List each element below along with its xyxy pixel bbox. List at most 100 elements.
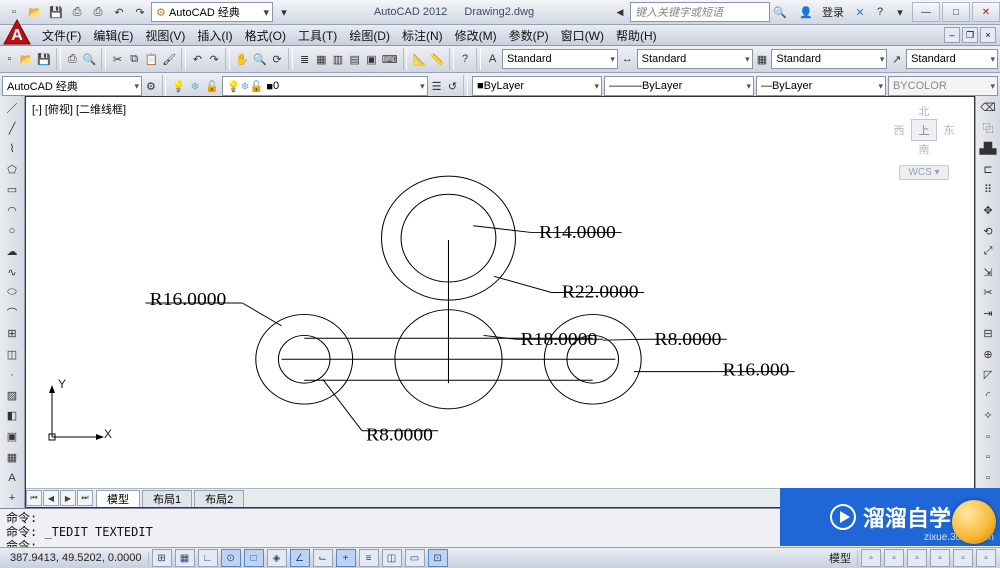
tab-layout2[interactable]: 布局2: [194, 490, 244, 507]
search-input[interactable]: 键入关键字或短语: [630, 2, 770, 22]
arrow-left-icon[interactable]: ◀: [610, 2, 630, 22]
offset-icon[interactable]: ⊏: [977, 160, 999, 180]
vc-west[interactable]: 西: [889, 122, 909, 138]
lwt-button[interactable]: ≡: [359, 549, 379, 567]
table2-icon[interactable]: ▦: [1, 447, 23, 467]
ws-settings-icon[interactable]: ⚙: [144, 76, 158, 96]
tab-prev-icon[interactable]: ◀: [43, 490, 59, 506]
tab-next-icon[interactable]: ▶: [60, 490, 76, 506]
viewcube[interactable]: 北 西 上 东 南 WCS ▾: [884, 103, 964, 180]
menu-dim[interactable]: 标注(N): [396, 27, 449, 44]
minimize-button[interactable]: —: [912, 2, 940, 22]
mod18-icon[interactable]: ▫: [977, 447, 999, 467]
calc-icon[interactable]: ⌨: [381, 49, 399, 69]
markup-icon[interactable]: ▣: [364, 49, 379, 69]
layer-icon[interactable]: 💡: [170, 76, 186, 96]
join-icon[interactable]: ⊕: [977, 345, 999, 365]
exchange-icon[interactable]: ✕: [850, 2, 870, 22]
workspace2-dropdown[interactable]: AutoCAD 经典: [2, 76, 142, 96]
search-icon[interactable]: 🔍: [770, 2, 790, 22]
help-more-icon[interactable]: ▾: [890, 2, 910, 22]
mdi-min-button[interactable]: –: [944, 27, 960, 43]
chamfer-icon[interactable]: ◸: [977, 365, 999, 385]
copy-icon[interactable]: ⧉: [127, 49, 142, 69]
3dosnap-button[interactable]: ◈: [267, 549, 287, 567]
sc-button[interactable]: ⊡: [428, 549, 448, 567]
line-icon[interactable]: ／: [1, 98, 23, 118]
props-icon[interactable]: ≣: [297, 49, 312, 69]
menu-tools[interactable]: 工具(T): [292, 27, 343, 44]
mod17-icon[interactable]: ▫: [977, 427, 999, 447]
hatch-icon[interactable]: ▨: [1, 386, 23, 406]
otrack-button[interactable]: ∠: [290, 549, 310, 567]
layer-dropdown[interactable]: 💡❄🔓 ■ 0: [222, 76, 428, 96]
scale-icon[interactable]: ⤢: [977, 242, 999, 262]
table-icon[interactable]: ▦: [755, 49, 770, 69]
color-dropdown[interactable]: ■ ByLayer: [472, 76, 602, 96]
measure2-icon[interactable]: 📏: [429, 49, 445, 69]
tab-model[interactable]: 模型: [96, 490, 140, 507]
sb-r4-icon[interactable]: ▫: [930, 549, 950, 567]
move-icon[interactable]: ✥: [977, 201, 999, 221]
insert-icon[interactable]: ⊞: [1, 324, 23, 344]
app-logo-icon[interactable]: A: [2, 18, 32, 48]
textstyle-dropdown[interactable]: Standard: [502, 49, 618, 69]
help2-icon[interactable]: ?: [458, 49, 473, 69]
help-icon[interactable]: ?: [870, 2, 890, 22]
xline-icon[interactable]: ╱: [1, 119, 23, 139]
dyn-button[interactable]: +: [336, 549, 356, 567]
layerprev-icon[interactable]: ↺: [446, 76, 460, 96]
mtext-icon[interactable]: A: [1, 468, 23, 488]
menu-format[interactable]: 格式(O): [239, 27, 292, 44]
spline-icon[interactable]: ∿: [1, 262, 23, 282]
extend-icon[interactable]: ⇥: [977, 303, 999, 323]
paste-icon[interactable]: 📋: [144, 49, 160, 69]
break-icon[interactable]: ⊟: [977, 324, 999, 344]
undo-icon[interactable]: ↶: [190, 49, 205, 69]
orbit-icon[interactable]: ⟳: [270, 49, 285, 69]
redo-icon[interactable]: ↷: [207, 49, 222, 69]
tablestyle-dropdown[interactable]: Standard: [771, 49, 887, 69]
erase-icon[interactable]: ⌫: [977, 98, 999, 118]
menu-draw[interactable]: 绘图(D): [343, 27, 396, 44]
menu-file[interactable]: 文件(F): [36, 27, 87, 44]
vc-north[interactable]: 北: [884, 103, 964, 119]
open-icon[interactable]: 📂: [19, 49, 35, 69]
mdi-close-button[interactable]: ×: [980, 27, 996, 43]
canvas[interactable]: R14.0000R22.0000R16.0000R18.0000R8.0000R…: [26, 97, 974, 488]
rotate-icon[interactable]: ⟲: [977, 221, 999, 241]
grid-button[interactable]: ▦: [175, 549, 195, 567]
point-icon[interactable]: ·: [1, 365, 23, 385]
sb-r5-icon[interactable]: ▫: [953, 549, 973, 567]
ellipse-icon[interactable]: ⬭: [1, 283, 23, 303]
dimstyle-dropdown[interactable]: Standard: [637, 49, 753, 69]
workspace-dropdown[interactable]: ⚙ AutoCAD 经典: [151, 2, 273, 22]
vc-east[interactable]: 东: [939, 122, 959, 138]
user-icon[interactable]: 👤: [796, 2, 816, 22]
polygon-icon[interactable]: ⬠: [1, 160, 23, 180]
login-link[interactable]: 登录: [816, 4, 850, 20]
sheet-icon[interactable]: ▤: [347, 49, 362, 69]
qat-more-icon[interactable]: ▾: [274, 2, 294, 22]
freeze-icon[interactable]: ❄: [188, 76, 202, 96]
sb-r3-icon[interactable]: ▫: [907, 549, 927, 567]
menu-edit[interactable]: 编辑(E): [87, 27, 139, 44]
circle-icon[interactable]: ○: [1, 221, 23, 241]
dim-icon[interactable]: ↔: [620, 49, 635, 69]
sb-r2-icon[interactable]: ▫: [884, 549, 904, 567]
match-icon[interactable]: 🖌: [161, 49, 177, 69]
polar-button[interactable]: ⊙: [221, 549, 241, 567]
preview-icon[interactable]: 🔍: [82, 49, 98, 69]
tab-first-icon[interactable]: ⏮: [26, 490, 42, 506]
osnap-button[interactable]: □: [244, 549, 264, 567]
copy2-icon[interactable]: ⿻: [977, 119, 999, 139]
saveas-icon[interactable]: ⎙: [67, 2, 87, 22]
lock-icon[interactable]: 🔓: [204, 76, 220, 96]
mod19-icon[interactable]: ▫: [977, 468, 999, 488]
trim-icon[interactable]: ✂: [977, 283, 999, 303]
close-button[interactable]: ✕: [972, 2, 1000, 22]
dcenter-icon[interactable]: ▦: [314, 49, 329, 69]
fillet-icon[interactable]: ◜: [977, 386, 999, 406]
layermgr-icon[interactable]: ☰: [430, 76, 444, 96]
text-icon[interactable]: A: [485, 49, 500, 69]
